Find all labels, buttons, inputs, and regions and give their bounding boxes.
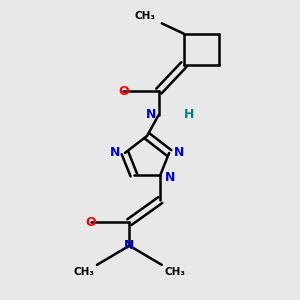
Text: O: O [118,85,129,98]
Text: N: N [110,146,121,159]
Text: CH₃: CH₃ [165,267,186,277]
Text: CH₃: CH₃ [135,11,156,21]
Text: CH₃: CH₃ [73,267,94,277]
Text: N: N [165,172,175,184]
Text: O: O [86,216,96,229]
Text: N: N [174,146,184,159]
Text: N: N [146,108,156,121]
Text: H: H [184,108,194,121]
Text: N: N [124,239,135,252]
